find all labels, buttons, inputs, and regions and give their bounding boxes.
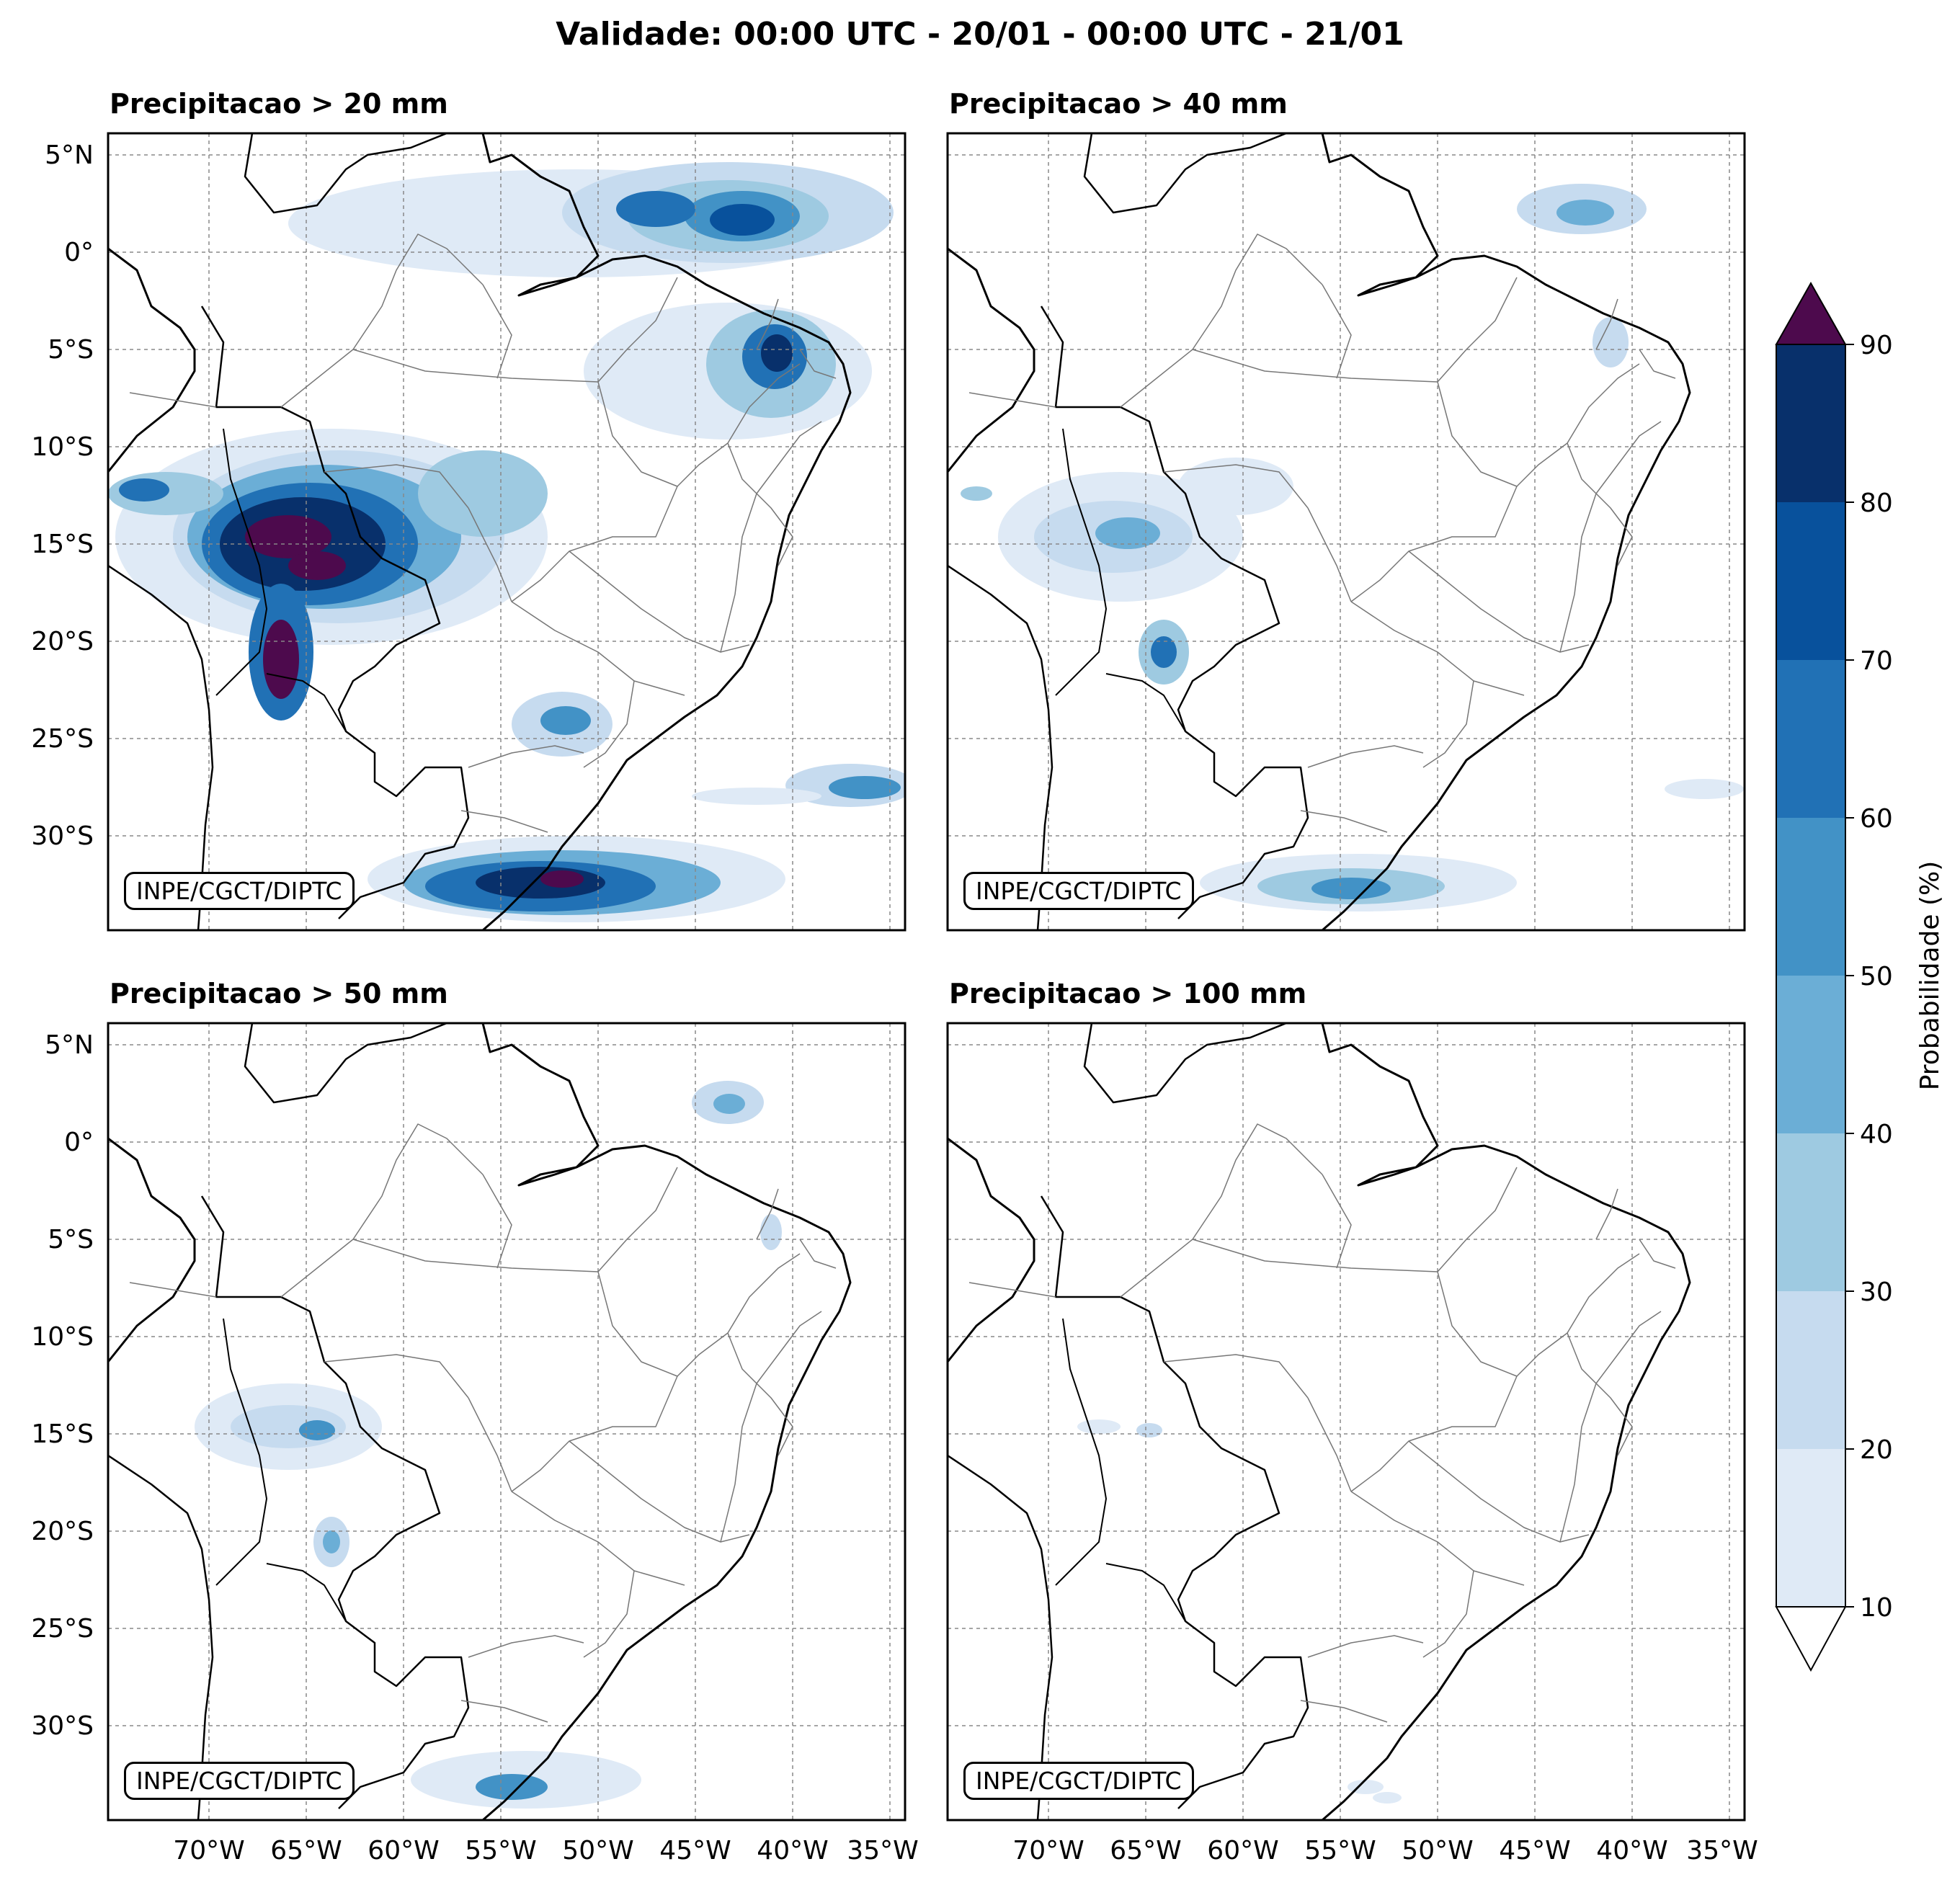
colorbar-tick-label: 50 [1860, 962, 1893, 991]
gridlines [948, 1023, 1745, 1820]
figure-title: Validade: 00:00 UTC - 20/01 - 00:00 UTC … [556, 16, 1404, 53]
precip-field [195, 1081, 782, 1809]
lon-label: 40°W [1596, 1836, 1667, 1865]
colorbar-tick-label: 20 [1860, 1435, 1893, 1465]
colorbar-tick-label: 90 [1860, 331, 1893, 360]
lat-label: 30°S [31, 1711, 94, 1741]
lat-label: 5°N [45, 141, 94, 170]
colorbar-under-triangle [1775, 1606, 1847, 1672]
panel-title-50mm: Precipitacao > 50 mm [110, 978, 448, 1009]
credit-badge: INPE/CGCT/DIPTC [124, 1762, 355, 1800]
panel-title-40mm: Precipitacao > 40 mm [949, 88, 1288, 120]
lon-label: 55°W [1304, 1836, 1376, 1865]
credit-badge: INPE/CGCT/DIPTC [963, 1762, 1194, 1800]
lon-label: 50°W [1402, 1836, 1473, 1865]
colorbar-segment [1776, 660, 1845, 818]
gridlines [108, 133, 905, 930]
colorbar-segment [1776, 344, 1845, 502]
lat-label: 5°N [45, 1030, 94, 1060]
lat-label: 10°S [31, 432, 94, 462]
colorbar-over-triangle [1775, 281, 1847, 345]
lon-label: 70°W [1012, 1836, 1084, 1865]
lon-label: 50°W [562, 1836, 633, 1865]
lon-label: 65°W [270, 1836, 342, 1865]
panel-title-100mm: Precipitacao > 100 mm [949, 978, 1307, 1009]
lon-label: 60°W [1207, 1836, 1278, 1865]
colorbar-ticks: 10 20 30 40 50 60 70 80 90 [1845, 331, 1893, 1623]
colorbar-label: Probabilidade (%) [1915, 861, 1945, 1091]
colorbar-tick-label: 30 [1860, 1278, 1893, 1307]
lon-axis-bottom-left: 70°W 65°W 60°W 55°W 50°W 45°W 40°W 35°W [173, 1836, 918, 1865]
colorbar-tick-label: 10 [1860, 1593, 1893, 1623]
panel-title-20mm: Precipitacao > 20 mm [110, 88, 448, 120]
lon-label: 65°W [1110, 1836, 1181, 1865]
credit-badge: INPE/CGCT/DIPTC [124, 872, 355, 910]
credit-badge: INPE/CGCT/DIPTC [963, 872, 1194, 910]
lat-label: 20°S [31, 1517, 94, 1546]
colorbar-tick-label: 60 [1860, 804, 1893, 834]
colorbar: 10 20 30 40 50 60 70 80 90 Probabilidade (%) [1775, 281, 1945, 1672]
colorbar-tick-label: 80 [1860, 489, 1893, 518]
precip-field [108, 162, 905, 922]
lat-label: 15°S [31, 1419, 94, 1449]
colorbar-segment [1776, 976, 1845, 1133]
gridlines [948, 133, 1745, 930]
colorbar-segment [1776, 1291, 1845, 1449]
map-panel-20mm [107, 132, 906, 932]
colorbar-tick-label: 40 [1860, 1120, 1893, 1149]
lon-label: 45°W [1499, 1836, 1570, 1865]
map-panel-40mm [946, 132, 1746, 932]
lat-label: 5°S [48, 335, 94, 365]
lon-label: 35°W [1686, 1836, 1758, 1865]
colorbar-tick-label: 70 [1860, 646, 1893, 676]
precip-field [1077, 1419, 1402, 1804]
colorbar-segment [1776, 502, 1845, 660]
map-outline [948, 1023, 1691, 1820]
lon-label: 35°W [847, 1836, 918, 1865]
lon-label: 70°W [173, 1836, 244, 1865]
lat-label: 15°S [31, 530, 94, 559]
lon-axis-bottom-right: 70°W 65°W 60°W 55°W 50°W 45°W 40°W 35°W [1012, 1836, 1758, 1865]
map-panel-50mm [107, 1022, 906, 1822]
lon-label: 55°W [465, 1836, 536, 1865]
lat-axis-top-left: 5°N 0° 5°S 10°S 15°S 20°S 25°S 30°S [31, 141, 94, 851]
colorbar-segments [1776, 344, 1845, 1607]
lat-axis-bottom-left: 5°N 0° 5°S 10°S 15°S 20°S 25°S 30°S [31, 1030, 94, 1741]
lat-label: 20°S [31, 627, 94, 656]
lat-label: 0° [64, 1128, 94, 1157]
lat-label: 25°S [31, 724, 94, 754]
lon-label: 60°W [368, 1836, 439, 1865]
lat-label: 0° [64, 238, 94, 267]
lat-label: 25°S [31, 1614, 94, 1644]
colorbar-segment [1776, 1449, 1845, 1607]
colorbar-segment [1776, 1133, 1845, 1291]
lat-label: 10°S [31, 1322, 94, 1352]
lon-label: 40°W [757, 1836, 828, 1865]
lat-label: 30°S [31, 821, 94, 851]
lat-label: 5°S [48, 1225, 94, 1254]
lon-label: 45°W [659, 1836, 731, 1865]
map-panel-100mm [946, 1022, 1746, 1822]
colorbar-segment [1776, 818, 1845, 976]
